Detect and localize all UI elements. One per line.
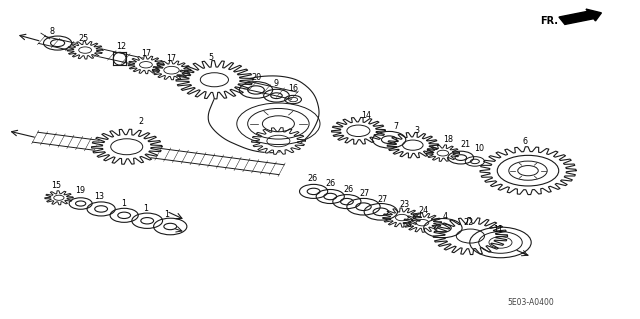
Polygon shape	[480, 147, 576, 195]
Text: 5: 5	[209, 53, 214, 62]
Polygon shape	[433, 218, 508, 255]
Text: 5E03-A0400: 5E03-A0400	[508, 298, 555, 307]
Polygon shape	[383, 208, 421, 227]
Text: 20: 20	[251, 73, 261, 82]
Polygon shape	[332, 117, 385, 144]
Text: 26: 26	[343, 185, 353, 194]
Text: 11: 11	[493, 225, 503, 234]
Polygon shape	[426, 145, 460, 161]
Polygon shape	[128, 56, 164, 74]
Text: 18: 18	[443, 135, 453, 144]
Text: 1: 1	[164, 210, 169, 219]
Text: 17: 17	[141, 49, 151, 58]
Text: 12: 12	[116, 42, 127, 51]
Text: 26: 26	[325, 179, 335, 188]
Text: 14: 14	[361, 111, 371, 120]
Polygon shape	[176, 61, 253, 99]
Text: 23: 23	[399, 200, 410, 209]
Polygon shape	[403, 213, 442, 232]
Text: 1: 1	[143, 204, 148, 213]
Polygon shape	[45, 191, 73, 205]
Text: 21: 21	[461, 140, 471, 149]
Text: 15: 15	[51, 181, 61, 189]
Text: 1: 1	[121, 199, 126, 208]
Polygon shape	[252, 128, 305, 154]
Text: 7: 7	[393, 122, 398, 131]
Text: 8: 8	[50, 27, 55, 36]
Text: FR.: FR.	[540, 16, 558, 26]
Text: 2: 2	[138, 117, 143, 126]
Text: 13: 13	[94, 192, 104, 201]
Text: 26: 26	[307, 174, 317, 183]
Text: 9: 9	[274, 79, 279, 88]
Text: 4: 4	[442, 212, 447, 221]
Text: 19: 19	[76, 186, 86, 195]
Polygon shape	[92, 129, 162, 164]
Text: 27: 27	[360, 189, 370, 198]
Text: 27: 27	[378, 195, 388, 204]
Text: 6: 6	[522, 137, 527, 146]
Polygon shape	[67, 41, 103, 59]
Text: 3: 3	[415, 126, 420, 135]
Text: 16: 16	[288, 84, 298, 93]
Polygon shape	[152, 61, 191, 80]
Text: 10: 10	[474, 144, 484, 153]
Text: 22: 22	[463, 218, 474, 227]
Text: 25: 25	[78, 34, 88, 43]
Text: 24: 24	[419, 206, 429, 215]
Polygon shape	[387, 132, 438, 158]
FancyArrow shape	[559, 9, 602, 25]
Text: 17: 17	[166, 54, 177, 63]
